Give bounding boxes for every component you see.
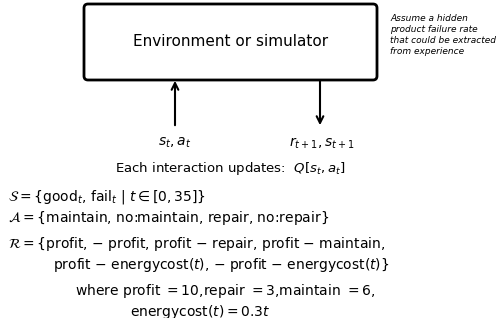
Text: Environment or simulator: Environment or simulator — [133, 34, 328, 50]
Text: Each interaction updates:  $Q[s_t, a_t]$: Each interaction updates: $Q[s_t, a_t]$ — [115, 160, 345, 177]
Text: where profit $= 10$,repair $= 3$,maintain $= 6$,: where profit $= 10$,repair $= 3$,maintai… — [75, 282, 376, 300]
Text: energycost$(t) = 0.3t$: energycost$(t) = 0.3t$ — [130, 303, 270, 318]
Text: profit $-$ energycost$(t)$, $-$ profit $-$ energycost$(t)\}$: profit $-$ energycost$(t)$, $-$ profit $… — [53, 256, 390, 274]
Text: $\mathcal{R} = \{$profit, $-$ profit, profit $-$ repair, profit $-$ maintain,: $\mathcal{R} = \{$profit, $-$ profit, pr… — [8, 235, 385, 253]
Text: $s_t, a_t$: $s_t, a_t$ — [158, 136, 192, 150]
Text: Assume a hidden
product failure rate
that could be extracted
from experience: Assume a hidden product failure rate tha… — [390, 14, 496, 56]
Text: $\mathcal{S} = \{$good$_t$, fail$_t$ $|$ $t \in [0,35]\}$: $\mathcal{S} = \{$good$_t$, fail$_t$ $|$… — [8, 188, 206, 206]
FancyBboxPatch shape — [84, 4, 377, 80]
Text: $\mathcal{A} = \{$maintain, no:maintain, repair, no:repair$\}$: $\mathcal{A} = \{$maintain, no:maintain,… — [8, 209, 329, 227]
Text: $r_{t+1}, s_{t+1}$: $r_{t+1}, s_{t+1}$ — [290, 136, 354, 151]
